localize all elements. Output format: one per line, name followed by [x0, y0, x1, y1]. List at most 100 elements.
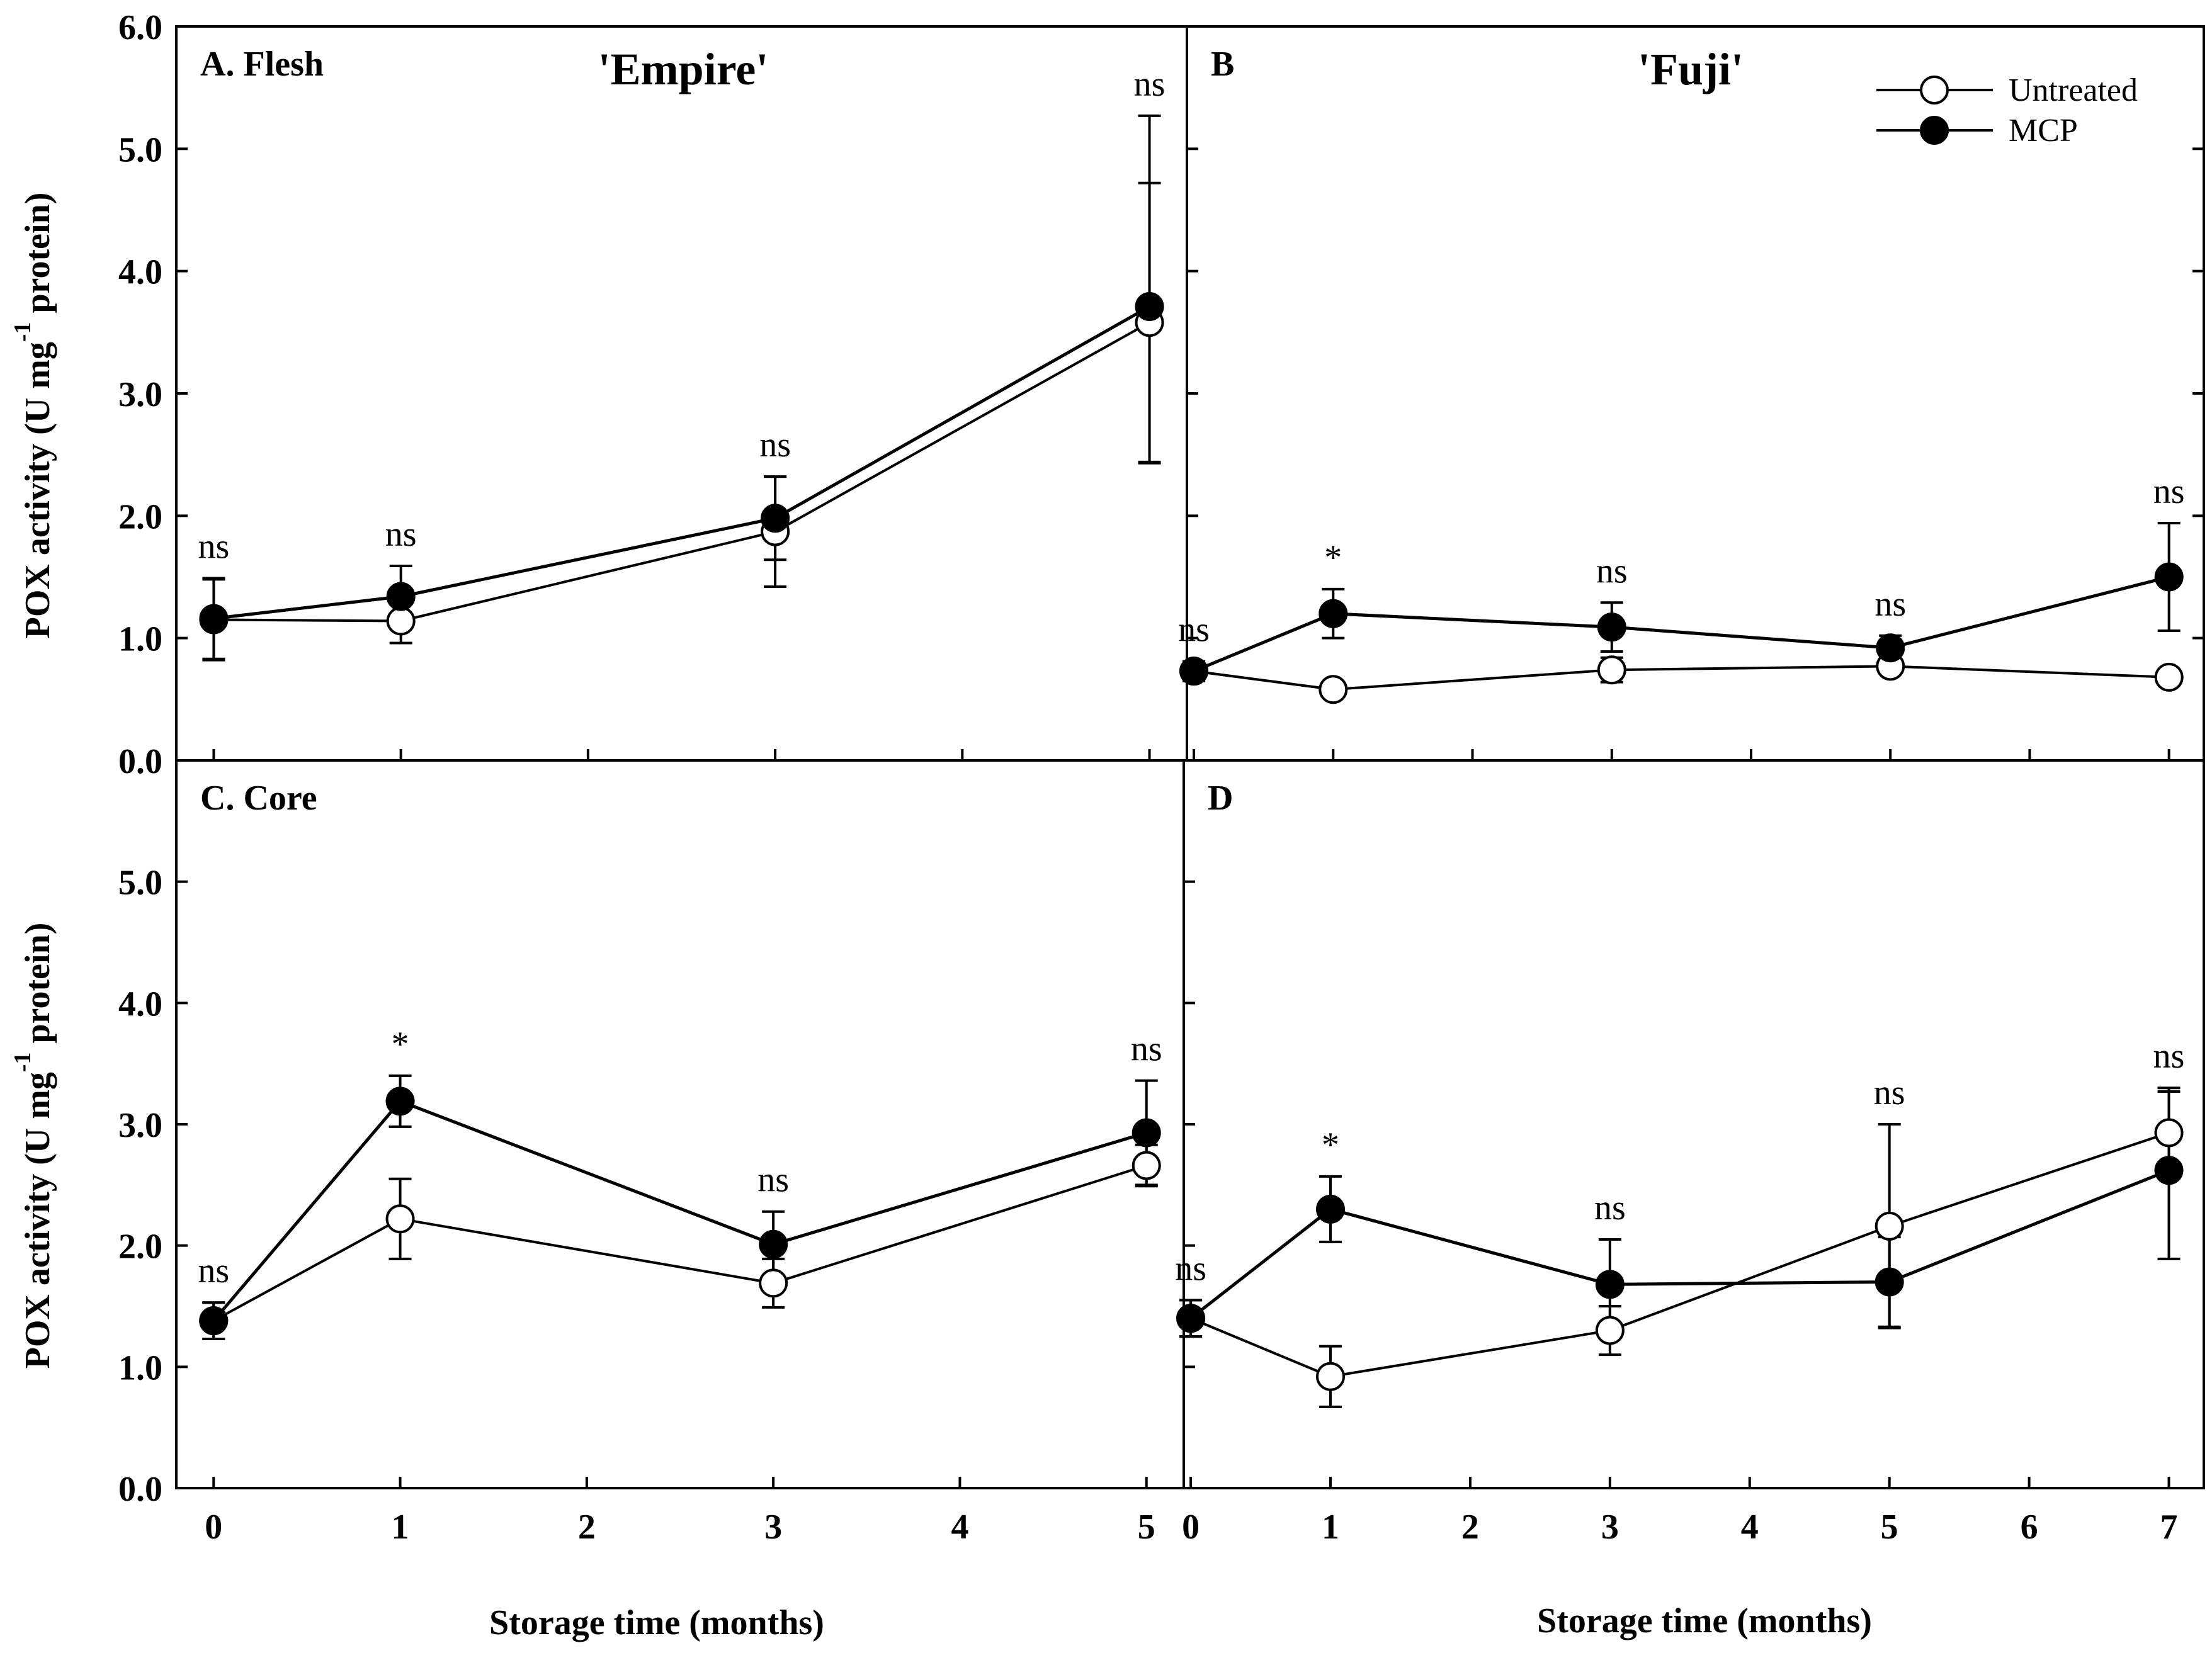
- legend-untreated-marker: [1920, 76, 1949, 104]
- svg-text:POX activity (U mg-1 protein): POX activity (U mg-1 protein): [9, 923, 57, 1369]
- y-axis-label-bottom: POX activity (U mg-1 protein): [9, 923, 57, 1369]
- x-tick-label: 4: [951, 1508, 968, 1547]
- y-tick-label: 5.0: [118, 864, 162, 903]
- panel-d: 0 1 2 3 4 5 6 7 Dns * ns ns ns: [1175, 759, 2205, 1547]
- x-axis-label-left: Storage time (months): [489, 1603, 824, 1642]
- x-tick-label: 5: [1138, 1508, 1155, 1547]
- y-axis-label-sup: -1: [9, 322, 36, 342]
- data-point-untreated: [1595, 1316, 1625, 1345]
- significance-label: ns: [2153, 1037, 2185, 1076]
- series-line-mcp: [212, 1099, 1147, 1322]
- legend-untreated-label: Untreated: [2009, 72, 2138, 108]
- data-point-mcp: [2154, 1156, 2184, 1185]
- data-point-untreated: [1316, 1362, 1346, 1391]
- significance-label: ns: [2153, 472, 2185, 511]
- panel-c: 0.0 1.0 2.0 3.0 4.0 5.0 0 1 2 3 4 5 C. Core ns * ns ns: [118, 759, 1185, 1547]
- data-point-untreated: [1875, 1211, 1904, 1241]
- significance-label: ns: [1131, 1030, 1162, 1069]
- data-point-untreated: [386, 606, 416, 636]
- data-point-untreated: [1132, 1151, 1161, 1180]
- y-tick-label: 4.0: [118, 253, 162, 292]
- cultivar-title: 'Empire': [598, 44, 769, 94]
- significance-label: ns: [1874, 1073, 1905, 1112]
- y-tick-label: 3.0: [118, 1106, 162, 1145]
- significance-label: *: [392, 1025, 409, 1064]
- data-point-mcp: [1179, 657, 1209, 686]
- significance-label: ns: [1134, 65, 1166, 104]
- x-tick-label: 6: [2021, 1508, 2038, 1547]
- data-point-mcp: [759, 1229, 788, 1259]
- cultivar-title: 'Fuji': [1638, 44, 1744, 94]
- series-line-untreated: [213, 321, 1150, 623]
- y-tick-label: 1.0: [118, 1348, 162, 1387]
- data-point-untreated: [385, 1204, 415, 1234]
- x-axis-label-right: Storage time (months): [1537, 1601, 1872, 1640]
- series-line-mcp: [213, 305, 1150, 621]
- data-point-mcp: [1595, 1270, 1625, 1299]
- x-tick-label: 5: [1881, 1508, 1898, 1547]
- significance-label: ns: [1596, 551, 1628, 590]
- x-tick-label: 3: [1601, 1508, 1619, 1547]
- data-point-mcp: [2154, 562, 2184, 592]
- significance-label: *: [1324, 538, 1342, 577]
- data-point-mcp: [1875, 1267, 1904, 1297]
- y-tick-label: 6.0: [118, 8, 162, 47]
- significance-label: ns: [759, 426, 791, 465]
- data-point-mcp: [1319, 599, 1348, 628]
- data-point-mcp: [199, 604, 229, 633]
- significance-label: ns: [1178, 611, 1210, 650]
- x-tick-label: 1: [392, 1508, 409, 1547]
- legend-mcp-label: MCP: [2009, 113, 2078, 149]
- data-point-mcp: [386, 582, 416, 611]
- data-point-mcp: [1876, 633, 1905, 663]
- y-tick-label: 5.0: [118, 130, 162, 169]
- series-line-untreated: [213, 1164, 1147, 1322]
- significance-label: ns: [1175, 1249, 1206, 1288]
- legend: Untreated MCP: [1876, 72, 2138, 149]
- significance-label: ns: [198, 527, 230, 566]
- x-tick-label: 1: [1322, 1508, 1339, 1547]
- x-tick-label: 4: [1741, 1508, 1759, 1547]
- data-point-mcp: [1135, 292, 1164, 322]
- data-point-untreated: [1319, 675, 1348, 704]
- data-point-mcp: [1176, 1304, 1206, 1333]
- y-tick-label: 2.0: [118, 1228, 162, 1267]
- panel-a: 0.0 1.0 2.0 3.0 4.0 5.0 6.0 A. Flesh 'Empire' ns n…: [118, 8, 1188, 781]
- x-tick-label: 7: [2160, 1508, 2178, 1547]
- data-point-mcp: [1597, 612, 1626, 642]
- y-tick-label: 1.0: [118, 620, 162, 659]
- significance-label: ns: [385, 515, 417, 554]
- data-point-untreated: [759, 1268, 788, 1298]
- x-tick-label: 0: [205, 1508, 222, 1547]
- x-tick-label: 3: [764, 1508, 782, 1547]
- significance-label: *: [1322, 1126, 1339, 1165]
- legend-mcp-marker: [1920, 116, 1949, 145]
- data-point-untreated: [2154, 1118, 2184, 1148]
- data-point-mcp: [1132, 1118, 1161, 1148]
- data-point-untreated: [2154, 662, 2184, 692]
- y-axis-label-sup: -1: [9, 1052, 36, 1072]
- data-point-mcp: [199, 1306, 229, 1336]
- y-axis-label-text: POX activity (U mg: [18, 342, 57, 638]
- panel-label: B: [1211, 45, 1234, 84]
- data-point-mcp: [761, 504, 790, 533]
- panel-label: C. Core: [200, 779, 317, 818]
- x-tick-label: 0: [1182, 1508, 1200, 1547]
- data-point-mcp: [1316, 1194, 1346, 1224]
- panel-label: A. Flesh: [200, 45, 324, 84]
- significance-label: ns: [757, 1161, 789, 1200]
- y-tick-label: 2.0: [118, 497, 162, 536]
- y-tick-label: 4.0: [118, 985, 162, 1024]
- panel-label: D: [1208, 779, 1233, 818]
- y-tick-label: 3.0: [118, 375, 162, 414]
- y-tick-label: 0.0: [118, 1470, 162, 1509]
- x-tick-label: 2: [1461, 1508, 1479, 1547]
- y-axis-label-text: POX activity (U mg: [18, 1072, 57, 1369]
- y-tick-label: 0.0: [118, 742, 162, 781]
- data-point-untreated: [1597, 655, 1626, 685]
- svg-text:POX activity (U mg-1 protein): POX activity (U mg-1 protein): [9, 193, 57, 639]
- y-axis-label-tail: protein): [18, 923, 57, 1053]
- significance-label: ns: [1594, 1188, 1626, 1228]
